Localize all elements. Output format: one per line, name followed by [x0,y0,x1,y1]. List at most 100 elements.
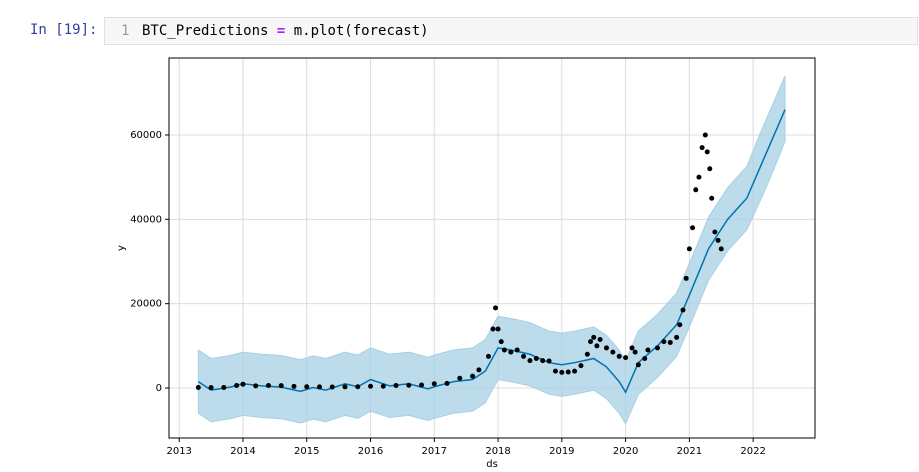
code-line: BTC_Predictions = m.plot(forecast) [142,23,429,39]
code-token: m.plot(forecast) [285,23,429,39]
observed-point [707,166,713,172]
observed-point [677,322,683,328]
observed-point [490,326,496,332]
observed-point [572,368,578,374]
observed-point [304,384,310,390]
code-cell[interactable]: 1 BTC_Predictions = m.plot(forecast) [104,17,918,45]
x-tick-label: 2017 [422,446,447,457]
observed-point [661,339,667,345]
observed-point [457,375,463,381]
observed-point [591,334,597,340]
observed-point [234,382,240,388]
observed-point [699,145,705,151]
observed-point [527,358,533,364]
observed-point [642,355,648,361]
x-tick-label: 2014 [230,446,255,457]
observed-point [588,339,594,345]
observed-point [393,382,399,388]
observed-point [712,229,718,235]
observed-point [559,369,565,375]
observed-point [540,358,546,364]
observed-point [597,337,603,343]
cell-prompt: In [19]: [30,22,98,38]
x-axis-label: ds [486,459,498,470]
observed-point [508,349,514,355]
observed-point [291,383,297,389]
observed-point [635,362,641,368]
observed-point [240,381,246,387]
observed-point [265,382,271,388]
observed-point [495,326,501,332]
observed-point [329,384,335,390]
observed-point [221,384,227,390]
x-tick-label: 2018 [485,446,510,457]
observed-point [501,347,507,353]
observed-point [493,305,499,311]
x-tick-label: 2019 [549,446,574,457]
observed-point [680,307,686,313]
observed-point [594,343,600,349]
x-tick-label: 2013 [166,446,191,457]
observed-point [470,373,476,379]
uncertainty-band [197,75,786,425]
observed-point [431,381,437,387]
y-tick-label: 40000 [130,214,162,225]
observed-point [253,383,259,389]
observed-point [316,384,322,390]
y-tick-label: 60000 [130,130,162,141]
observed-point [629,345,635,351]
observed-point [521,353,527,359]
observed-point [686,246,692,252]
observed-point [208,385,214,391]
observed-point [498,339,504,345]
y-tick-label: 0 [156,383,162,394]
observed-point [485,353,491,359]
observed-point [718,246,724,252]
observed-point [195,384,201,390]
observed-point [667,339,673,345]
observed-point [278,383,284,389]
code-operator: = [276,23,286,39]
observed-point [632,349,638,355]
observed-point [690,225,696,231]
observed-point [702,132,708,138]
observed-point [610,349,616,355]
x-tick-label: 2016 [358,446,383,457]
observed-point [380,383,386,389]
observed-point [584,351,590,357]
line-number: 1 [121,23,130,39]
plot-frame [168,57,816,439]
x-tick-label: 2021 [677,446,702,457]
observed-point [645,347,651,353]
observed-point [623,355,629,361]
y-tick-label: 20000 [130,299,162,310]
observed-point [355,384,361,390]
observed-point [674,334,680,340]
observed-point [704,149,710,155]
observed-point [406,382,412,388]
observed-point [476,367,482,373]
x-tick-label: 2022 [740,446,765,457]
observed-point [578,363,584,369]
observed-point [552,368,558,374]
observed-point [419,382,425,388]
observed-point [693,187,699,193]
observed-point [683,275,689,281]
observed-point [654,345,660,351]
observed-point [342,384,348,390]
observed-point [533,355,539,361]
code-token: BTC_Predictions [142,23,277,39]
observed-point [603,345,609,351]
observed-point [715,237,721,243]
x-tick-label: 2020 [613,446,638,457]
observed-point [444,380,450,386]
x-tick-label: 2015 [294,446,319,457]
observed-point [565,369,571,375]
observed-point [514,347,520,353]
observed-point [368,383,374,389]
y-axis-label: y [116,245,127,251]
observed-point [696,174,702,180]
observed-point [616,353,622,359]
